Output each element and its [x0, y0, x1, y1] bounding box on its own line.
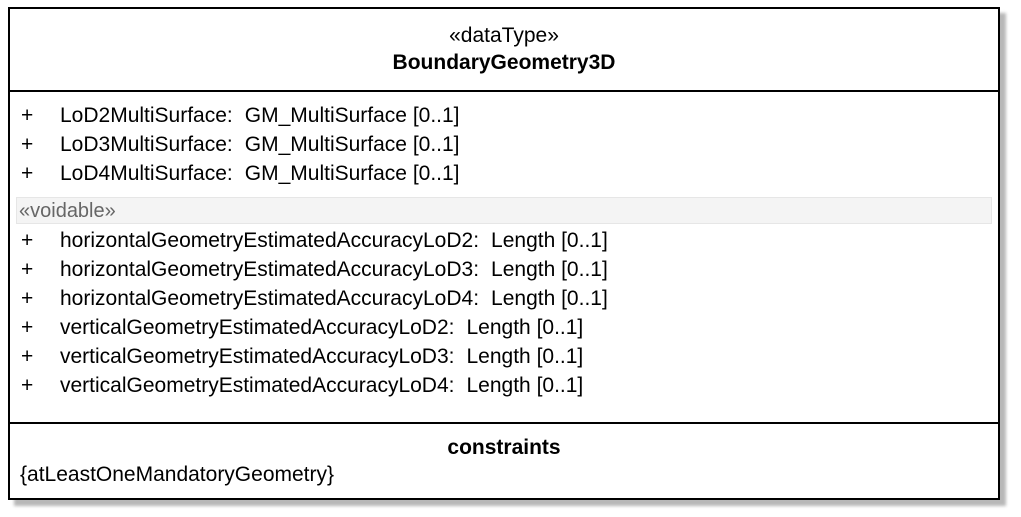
- attribute-name: verticalGeometryEstimatedAccuracyLoD3: [60, 342, 455, 371]
- attribute-type: Length [0..1]: [466, 345, 584, 368]
- constraints-title: constraints: [447, 436, 561, 459]
- attribute-type: GM_MultiSurface [0..1]: [244, 104, 460, 127]
- attribute-visibility: +: [21, 133, 34, 156]
- class-stereotype: «dataType»: [449, 24, 559, 47]
- attribute-row[interactable]: + verticalGeometryEstimatedAccuracyLoD3 …: [10, 342, 998, 371]
- attribute-name: horizontalGeometryEstimatedAccuracyLoD3: [60, 255, 479, 284]
- class-header: «dataType» BoundaryGeometry3D: [10, 9, 998, 92]
- constraint-item[interactable]: {atLeastOneMandatoryGeometry}: [20, 463, 335, 486]
- attribute-name: LoD4MultiSurface: [60, 159, 233, 188]
- attribute-row[interactable]: + verticalGeometryEstimatedAccuracyLoD4 …: [10, 371, 998, 400]
- voidable-stereotype-label: «voidable»: [16, 197, 992, 224]
- constraint-compartment: constraints {atLeastOneMandatoryGeometry…: [10, 424, 998, 489]
- attribute-visibility: +: [21, 229, 34, 252]
- attribute-row[interactable]: + LoD3MultiSurface GM_MultiSurface [0..1…: [10, 130, 998, 159]
- attribute-name: LoD2MultiSurface: [60, 101, 233, 130]
- attribute-visibility: +: [21, 258, 34, 281]
- attribute-type: Length [0..1]: [491, 287, 608, 310]
- attribute-type: Length [0..1]: [491, 258, 608, 281]
- attribute-row[interactable]: + LoD4MultiSurface GM_MultiSurface [0..1…: [10, 159, 998, 188]
- attribute-type: GM_MultiSurface [0..1]: [244, 133, 460, 156]
- attribute-row[interactable]: + horizontalGeometryEstimatedAccuracyLoD…: [10, 284, 998, 313]
- attribute-row[interactable]: + LoD2MultiSurface GM_MultiSurface [0..1…: [10, 101, 998, 130]
- uml-class-box[interactable]: «dataType» BoundaryGeometry3D + LoD2Mult…: [8, 7, 1000, 500]
- attribute-name: verticalGeometryEstimatedAccuracyLoD4: [60, 371, 455, 400]
- attribute-name: verticalGeometryEstimatedAccuracyLoD2: [60, 313, 455, 342]
- attribute-visibility: +: [21, 345, 34, 368]
- attribute-visibility: +: [21, 374, 34, 397]
- class-name: BoundaryGeometry3D: [392, 51, 616, 74]
- attribute-type: GM_MultiSurface [0..1]: [244, 162, 460, 185]
- attribute-row[interactable]: + horizontalGeometryEstimatedAccuracyLoD…: [10, 255, 998, 284]
- attribute-name: horizontalGeometryEstimatedAccuracyLoD2: [60, 226, 479, 255]
- attribute-compartment: + LoD2MultiSurface GM_MultiSurface [0..1…: [10, 92, 998, 424]
- attribute-name: horizontalGeometryEstimatedAccuracyLoD4: [60, 284, 479, 313]
- attribute-visibility: +: [21, 287, 34, 310]
- attribute-type: Length [0..1]: [466, 374, 584, 397]
- attribute-type: Length [0..1]: [466, 316, 584, 339]
- attribute-name: LoD3MultiSurface: [60, 130, 233, 159]
- attribute-type: Length [0..1]: [491, 229, 608, 252]
- attribute-visibility: +: [21, 104, 34, 127]
- attribute-row[interactable]: + verticalGeometryEstimatedAccuracyLoD2 …: [10, 313, 998, 342]
- attribute-visibility: +: [21, 162, 34, 185]
- attribute-row[interactable]: + horizontalGeometryEstimatedAccuracyLoD…: [10, 226, 998, 255]
- attribute-visibility: +: [21, 316, 34, 339]
